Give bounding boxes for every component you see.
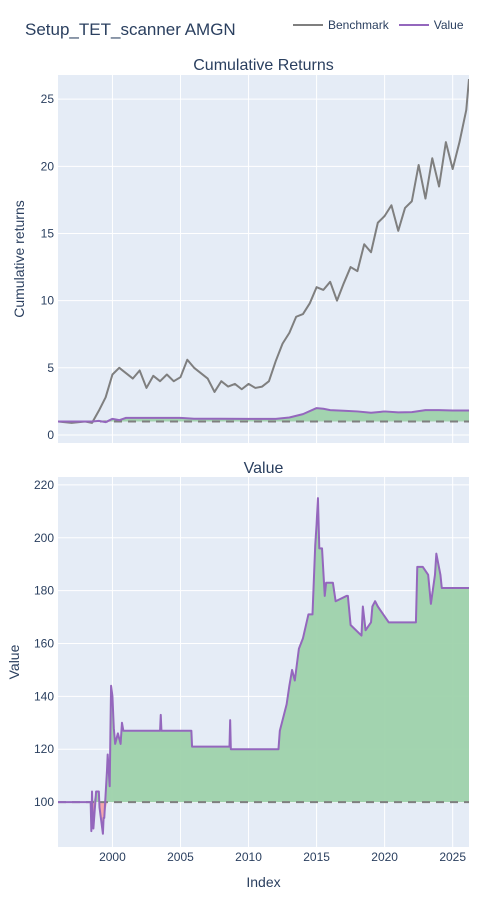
legend-label-value: Value [433,18,464,32]
value-x-tick-label: 2020 [371,850,398,864]
value-series-value-line [58,497,469,835]
returns-series-benchmark-line [58,78,469,424]
returns-subplot-title: Cumulative Returns [193,57,334,74]
value-x-tick-label: 2010 [235,850,262,864]
value-x-tick-label: 2005 [167,850,194,864]
returns-y-tick-label: 5 [47,361,54,375]
returns-y-tick-label: 10 [41,294,55,308]
returns-y-tick-label: 0 [47,428,54,442]
returns-series-value-line [58,407,469,424]
returns-plot-area [58,75,469,443]
value-x-tick-label: 2025 [439,850,466,864]
value-x-tick-label: 2015 [303,850,330,864]
legend-label-benchmark: Benchmark [328,18,389,32]
value-subplot-title: Value [244,460,284,477]
value-y-tick-label: 160 [34,637,54,651]
value-y-tick-label: 120 [34,742,54,756]
value-y-tick-label: 180 [34,584,54,598]
legend-swatch-benchmark [293,24,323,26]
value-x-tick-label: 2000 [99,850,126,864]
page-title: Setup_TET_scanner AMGN [25,20,236,39]
value-y-tick-label: 220 [34,478,54,492]
value-lines-group [58,497,469,835]
value-y-tick-label: 140 [34,689,54,703]
legend-item-benchmark[interactable]: Benchmark [293,18,389,32]
value-y-tick-label: 100 [34,795,54,809]
value-y-axis-label: Value [6,644,22,679]
legend-swatch-value [398,24,429,26]
returns-y-tick-label: 20 [41,159,55,173]
returns-y-tick-label: 15 [41,226,55,240]
value-x-axis-label: Index [246,874,280,890]
legend: Benchmark Value [293,18,474,32]
legend-item-value[interactable]: Value [398,18,464,32]
value-y-tick-label: 200 [34,531,54,545]
returns-lines-group [58,78,469,424]
returns-y-tick-label: 25 [41,92,55,106]
returns-y-axis-label: Cumulative returns [11,200,27,318]
